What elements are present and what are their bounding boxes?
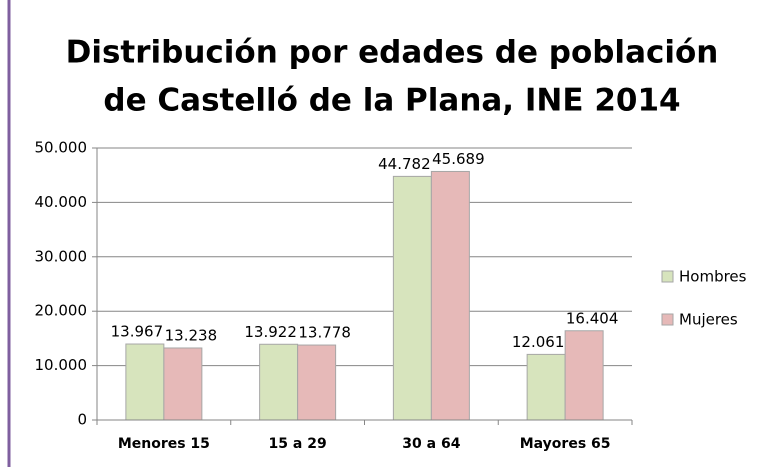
y-tick-label: 40.000: [35, 193, 88, 211]
y-tick-label: 50.000: [35, 139, 88, 157]
data-label: 45.689: [432, 150, 485, 168]
data-label: 44.782: [378, 155, 431, 173]
chart-title: de Castelló de la Plana, INE 2014: [103, 83, 680, 119]
y-tick-label: 10.000: [35, 356, 88, 374]
y-tick-label: 20.000: [35, 302, 88, 320]
legend-swatch: [661, 270, 674, 283]
legend-label: Mujeres: [679, 311, 738, 329]
chart-title: Distribución por edades de población: [66, 35, 719, 71]
bar: [526, 353, 566, 421]
x-tick-label: Mayores 65: [520, 436, 611, 452]
data-label: 16.404: [566, 309, 619, 327]
bar: [392, 175, 432, 421]
bar: [297, 344, 337, 421]
y-tick-label: 0: [77, 411, 87, 429]
bar: [564, 330, 604, 421]
legend-swatch: [661, 313, 674, 326]
data-label: 12.061: [512, 333, 565, 351]
data-label: 13.778: [298, 324, 351, 342]
bar: [259, 343, 299, 421]
bar: [163, 347, 203, 421]
bar: [430, 170, 470, 421]
x-tick-label: 30 a 64: [402, 436, 460, 452]
data-label: 13.922: [244, 323, 297, 341]
data-label: 13.238: [165, 326, 218, 344]
data-label: 13.967: [111, 323, 164, 341]
x-tick-label: 15 a 29: [269, 436, 327, 452]
bar: [125, 343, 165, 421]
x-tick-label: Menores 15: [118, 436, 210, 452]
legend-label: Hombres: [679, 268, 747, 286]
y-tick-label: 30.000: [35, 247, 88, 265]
